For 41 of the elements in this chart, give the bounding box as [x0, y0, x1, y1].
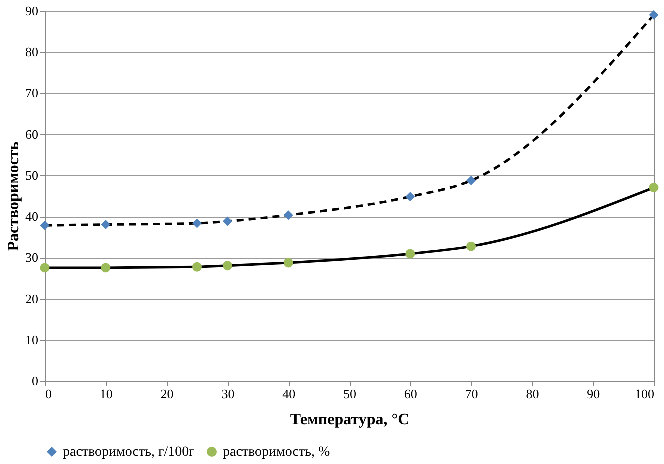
y-tick-label: 80 [26, 44, 38, 60]
point [101, 220, 111, 230]
legend-label: растворимость, % [223, 445, 330, 460]
point [101, 263, 111, 273]
x-axis-title: Температура, °C [290, 412, 410, 428]
x-tick-label: 100 [635, 386, 654, 402]
point [40, 263, 50, 273]
y-tick-label: 60 [26, 126, 38, 142]
point [284, 258, 294, 268]
x-tick-label: 0 [46, 386, 52, 402]
point [406, 192, 416, 202]
x-tick-label: 20 [160, 386, 174, 402]
x-tick-label: 10 [100, 386, 113, 402]
y-tick-label: 90 [26, 4, 38, 18]
point [406, 249, 416, 259]
y-axis-title: Растворимость [6, 141, 22, 252]
point [222, 261, 232, 271]
y-tick-label: 0 [32, 374, 38, 388]
point [40, 220, 50, 230]
y-tick-label: 40 [26, 209, 38, 224]
y-tick-label: 70 [26, 86, 38, 101]
point [466, 242, 476, 252]
x-tick-label: 50 [344, 386, 356, 402]
point [466, 176, 476, 186]
point [284, 210, 294, 220]
x-tick-label: 40 [282, 386, 296, 402]
x-tick-label: 30 [222, 386, 235, 402]
y-tick-label: 20 [26, 291, 38, 306]
y-tick-label: 30 [26, 250, 38, 266]
point [192, 218, 202, 228]
y-tick-label: 10 [26, 332, 38, 348]
point [649, 183, 659, 193]
x-tick-label: 80 [526, 386, 540, 402]
legend-label: растворимость, г/100г [63, 445, 196, 460]
point [192, 262, 202, 272]
x-tick-label: 90 [587, 386, 600, 402]
y-tick-label: 50 [26, 168, 38, 183]
point [649, 10, 659, 20]
x-tick-label: 70 [465, 386, 478, 402]
point [222, 216, 232, 226]
x-tick-label: 60 [404, 386, 418, 402]
